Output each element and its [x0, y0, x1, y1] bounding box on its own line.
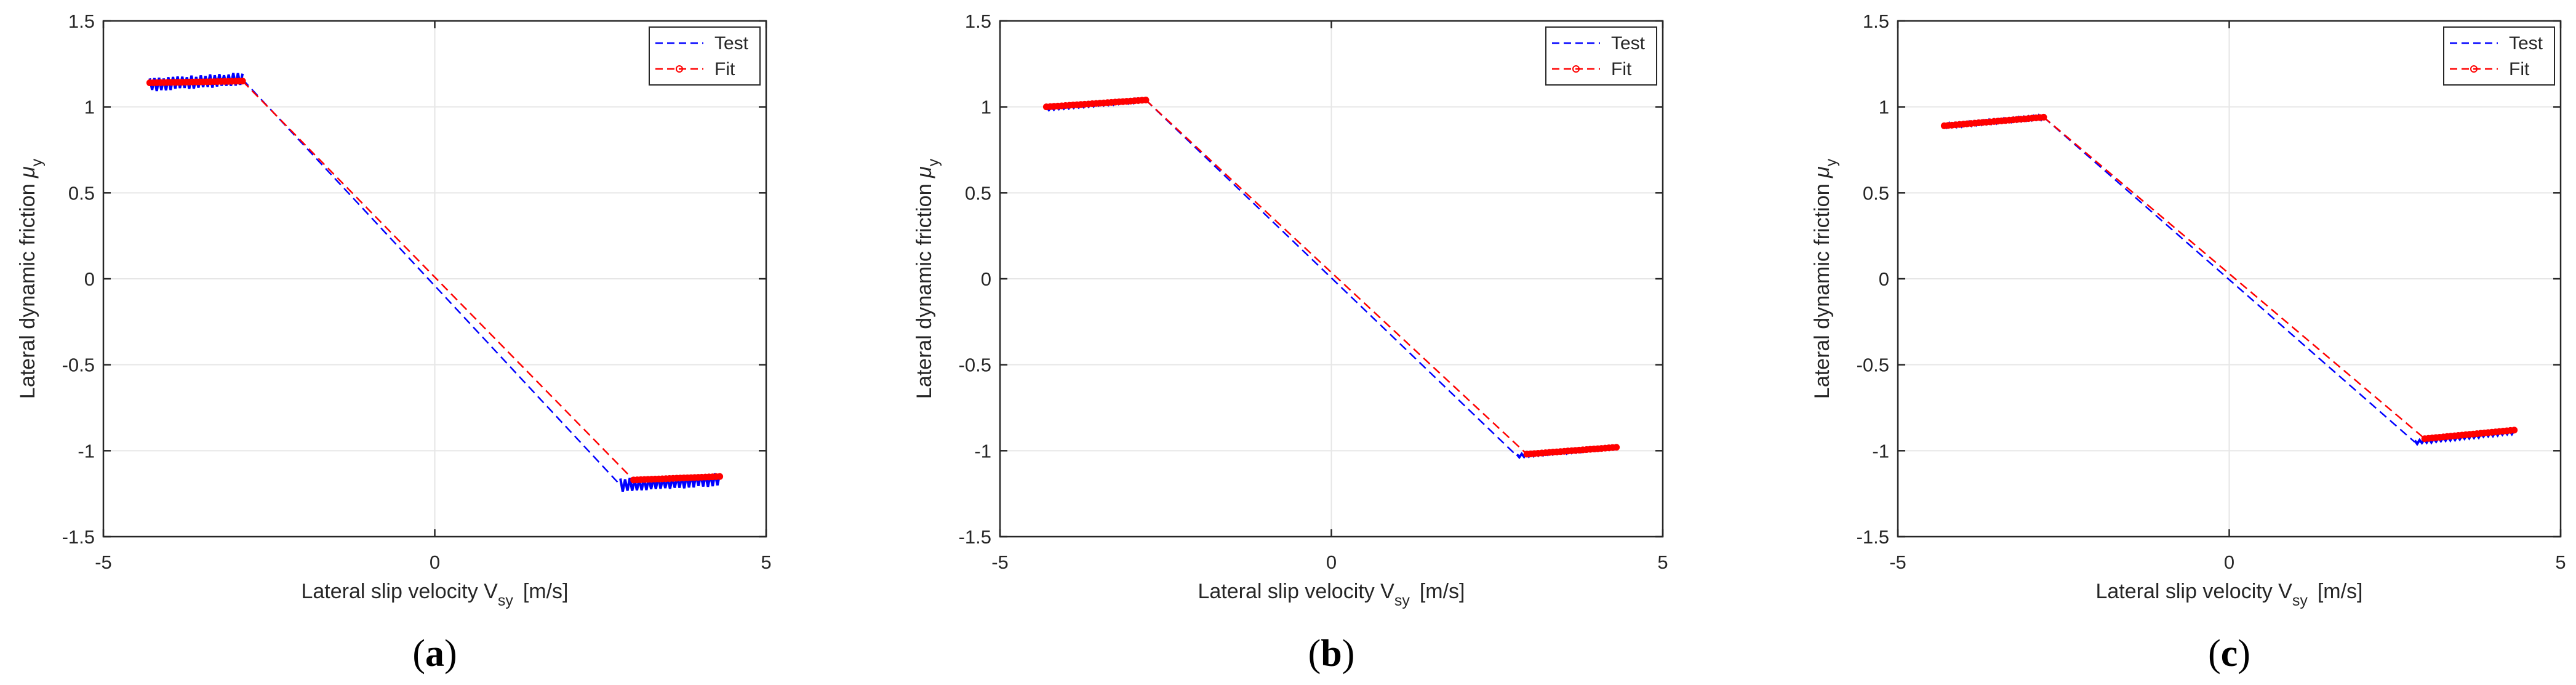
- x-axis-label: Lateral slip velocity Vsy [m/s]: [2095, 580, 2362, 609]
- chart-panel-a: -5 0 5 -1.5 -1 -0.5 0 0.5 1 1.5 Lateral slip veloc…: [16, 10, 772, 675]
- y-tick-label: 0: [981, 268, 991, 290]
- y-tick-label: 0.5: [1863, 182, 1889, 204]
- fit-point: [1613, 444, 1620, 451]
- panel-caption-close: ): [1342, 633, 1355, 675]
- series-fit: [1042, 96, 1620, 458]
- x-axis-label-unit: [m/s]: [2318, 580, 2363, 603]
- panel-caption-letter: b: [1321, 633, 1342, 675]
- test-plateau-right: [2414, 428, 2516, 446]
- x-tick-label: 5: [1657, 551, 1668, 573]
- x-axis-label-main: Lateral slip velocity V: [301, 580, 498, 603]
- chart-panel-b: -5 0 5 -1.5 -1 -0.5 0 0.5 1 1.5 Lateral slip veloc…: [913, 10, 1668, 675]
- x-axis-label-main: Lateral slip velocity V: [2095, 580, 2292, 603]
- legend-label-fit: Fit: [2509, 59, 2530, 79]
- x-tick-label: -5: [95, 551, 112, 573]
- panel-caption-close: ): [444, 633, 457, 675]
- x-tick-label: 5: [2555, 551, 2566, 573]
- legend-box: [649, 26, 761, 86]
- fit-transition-line: [1145, 99, 1528, 455]
- x-axis-label-unit: [m/s]: [1420, 580, 1465, 603]
- panel-caption: (c): [2208, 633, 2250, 675]
- y-tick-label: -1.5: [62, 526, 95, 548]
- y-axis-label: Lateral dynamic friction μy: [1810, 158, 1840, 399]
- test-transition-line: [2043, 116, 2415, 443]
- legend-label-fit: Fit: [714, 59, 735, 79]
- fit-transition-line: [242, 80, 634, 481]
- x-tick-label: 0: [2224, 551, 2234, 573]
- x-axis-label: Lateral slip velocity Vsy [m/s]: [301, 580, 568, 609]
- y-axis-label-main: Lateral dynamic friction: [16, 178, 39, 399]
- y-axis-label-subscript: y: [925, 158, 942, 166]
- panel-caption: (b): [1308, 633, 1355, 675]
- legend-marker-fit: [1572, 65, 1580, 73]
- panel-caption: (a): [412, 633, 457, 675]
- y-tick-label: -1: [1872, 440, 1889, 462]
- x-axis-label-subscript: sy: [1394, 592, 1410, 609]
- x-axis-label-subscript: sy: [2292, 592, 2308, 609]
- legend-box: [2443, 26, 2555, 86]
- x-tick-label: 5: [761, 551, 771, 573]
- legend: Test Fit: [1545, 26, 1657, 86]
- y-tick-label: 1: [84, 97, 95, 118]
- x-axis-label-unit: [m/s]: [523, 580, 569, 603]
- fit-transition-line: [2043, 116, 2426, 439]
- y-axis-label: Lateral dynamic friction μy: [913, 158, 942, 399]
- series-fit: [1940, 113, 2518, 443]
- y-axis-label-symbol: μ: [1810, 166, 1834, 178]
- legend-box: [1545, 26, 1657, 86]
- test-transition-line: [1145, 99, 1518, 457]
- panel-caption-letter: a: [425, 633, 444, 675]
- y-tick-label: 1.5: [68, 10, 95, 32]
- legend-label-fit: Fit: [1611, 59, 1632, 79]
- legend: Test Fit: [2443, 26, 2555, 86]
- y-axis-label-symbol: μ: [913, 166, 936, 178]
- y-tick-label: -1.5: [959, 526, 991, 548]
- x-tick-label: 0: [1326, 551, 1337, 573]
- y-tick-label: -0.5: [62, 355, 95, 376]
- x-tick-label: 0: [430, 551, 440, 573]
- legend-label-test: Test: [714, 33, 749, 54]
- y-tick-label: 0.5: [68, 182, 95, 204]
- x-tick-label: -5: [991, 551, 1009, 573]
- panel-caption-open: (: [412, 633, 425, 675]
- legend-label-test: Test: [2509, 33, 2543, 54]
- x-axis-label-main: Lateral slip velocity V: [1198, 580, 1394, 603]
- test-transition-line: [242, 79, 621, 486]
- y-axis-label-main: Lateral dynamic friction: [913, 178, 936, 399]
- panel-caption-close: ): [2238, 633, 2250, 675]
- x-axis-label-subscript: sy: [498, 592, 514, 609]
- y-tick-label: 0.5: [965, 182, 991, 204]
- y-tick-label: -1: [974, 440, 991, 462]
- y-tick-label: -0.5: [1857, 355, 1889, 376]
- y-axis-label-main: Lateral dynamic friction: [1810, 178, 1834, 399]
- panel-caption-open: (: [1308, 633, 1321, 675]
- x-tick-label: -5: [1889, 551, 1906, 573]
- y-axis-label-subscript: y: [1823, 158, 1840, 166]
- fit-point: [2511, 427, 2518, 434]
- y-tick-label: 1: [1879, 97, 1889, 118]
- x-axis-label: Lateral slip velocity Vsy [m/s]: [1198, 580, 1465, 609]
- y-tick-label: -0.5: [959, 355, 991, 376]
- series-fit: [146, 78, 724, 484]
- legend-label-test: Test: [1611, 33, 1646, 54]
- fit-point: [716, 473, 724, 480]
- test-plateau-right: [619, 473, 721, 492]
- panel-caption-letter: c: [2221, 633, 2238, 675]
- y-tick-label: 0: [84, 268, 95, 290]
- chart-panel-c: -5 0 5 -1.5 -1 -0.5 0 0.5 1 1.5 Lateral slip veloc…: [1810, 10, 2566, 675]
- y-axis-label-subscript: y: [28, 158, 46, 166]
- legend: Test Fit: [649, 26, 761, 86]
- y-axis-label: Lateral dynamic friction μy: [16, 158, 46, 399]
- y-tick-label: 1: [981, 97, 991, 118]
- y-tick-label: 0: [1879, 268, 1889, 290]
- y-axis-label-symbol: μ: [16, 166, 39, 178]
- legend-marker-fit: [676, 65, 683, 73]
- y-tick-label: 1.5: [965, 10, 991, 32]
- y-tick-label: -1: [78, 440, 95, 462]
- panel-caption-open: (: [2208, 633, 2221, 675]
- legend-marker-fit: [2470, 65, 2478, 73]
- y-tick-label: 1.5: [1863, 10, 1889, 32]
- y-tick-label: -1.5: [1857, 526, 1889, 548]
